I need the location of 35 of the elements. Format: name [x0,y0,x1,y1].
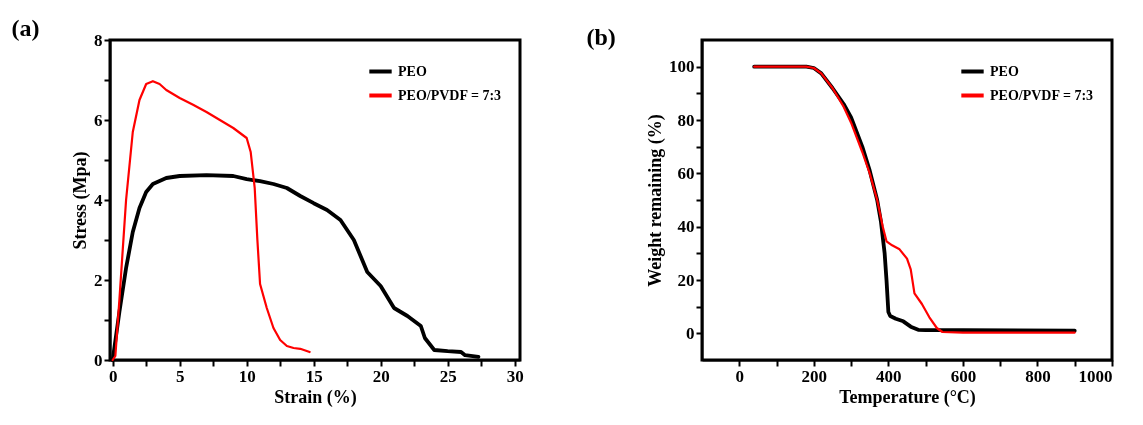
chart-title: (a) [11,15,40,41]
y-tick-label: 60 [677,163,695,183]
legend-label: PEO/PVDF = 7:3 [398,87,502,103]
x-tick-label: 0 [735,366,745,386]
legend-label: PEO [990,63,1019,79]
y-tick-label: 0 [686,323,695,343]
y-tick-label: 40 [677,217,695,237]
x-tick-label: 800 [1025,366,1051,386]
x-tick-label: 20 [372,366,390,386]
legend-label: PEO/PVDF = 7:3 [990,87,1094,103]
y-tick-label: 8 [94,30,103,50]
x-tick-label: 5 [175,366,185,386]
x-tick-label: 400 [876,366,902,386]
x-axis-title: Strain (%) [274,386,357,408]
line-series [111,80,311,362]
x-tick-label: 15 [305,366,323,386]
y-axis-title: Weight remaining (%) [645,114,666,287]
y-tick-label: 80 [677,110,695,130]
x-tick-label: 1000 [1078,366,1113,386]
y-tick-label: 4 [94,190,103,210]
legend-label: PEO [398,63,427,79]
chart-title: (b) [586,24,616,50]
y-tick-label: 6 [94,110,103,130]
x-tick-label: 0 [108,366,118,386]
x-tick-label: 10 [238,366,256,386]
x-tick-label: 25 [439,366,457,386]
y-tick-label: 2 [94,270,103,290]
x-tick-label: 200 [801,366,828,386]
y-tick-label: 0 [94,350,103,370]
x-tick-label: 30 [506,366,524,386]
y-axis-title: Stress (Mpa) [70,151,91,250]
x-tick-label: 600 [950,366,977,386]
y-tick-label: 100 [669,57,695,77]
y-tick-label: 20 [677,270,695,290]
x-axis-title: Temperature (°C) [839,386,976,408]
